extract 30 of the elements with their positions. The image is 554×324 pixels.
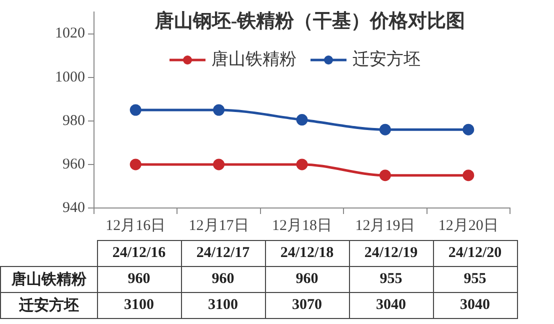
text: 24/12/20: [433, 240, 517, 266]
text: 24/12/18: [265, 240, 349, 266]
x-tick-label: 12月16日: [106, 218, 166, 234]
x-tick-label: 12月17日: [188, 218, 249, 234]
data-label: 960: [97, 266, 181, 292]
legend-label: 迁安方坯: [352, 49, 420, 68]
x-tick-label: 12月20日: [438, 218, 498, 234]
y-tick-label: 980: [62, 112, 85, 129]
data-label: 960: [181, 266, 265, 292]
text: 24/12/17: [181, 240, 265, 266]
x-tick-label: 12月19日: [355, 218, 416, 234]
y-tick-label: 1020: [55, 26, 85, 42]
data-label: 3070: [265, 292, 349, 318]
data-label: 3100: [181, 292, 265, 318]
data-label: 955: [349, 266, 433, 292]
text: 24/12/16: [97, 240, 181, 266]
data-label: 3100: [97, 292, 181, 318]
y-tick-label: 940: [62, 200, 85, 216]
text: 迁安方坯: [18, 298, 79, 314]
data-label: 955: [433, 266, 517, 292]
text: 唐山铁精粉: [11, 272, 86, 288]
y-tick-label: 960: [62, 156, 85, 172]
data-label: 3040: [433, 292, 517, 318]
data-label: 960: [265, 266, 349, 292]
legend-label: 唐山铁精粉: [212, 49, 296, 68]
chart-title: 唐山钢坯-铁精粉（干基）价格对比图: [154, 10, 466, 34]
x-tick-label: 12月18日: [272, 218, 332, 234]
text: 24/12/19: [349, 240, 433, 266]
y-tick-label: 1000: [55, 69, 85, 86]
data-label: 3040: [349, 292, 433, 318]
